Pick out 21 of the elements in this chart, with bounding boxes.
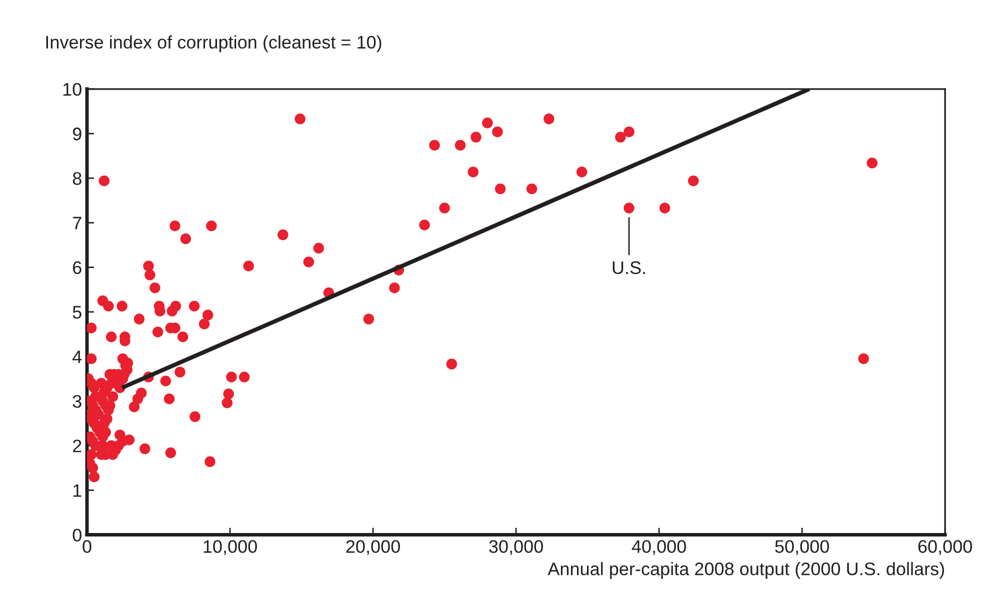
x-axis-title: Annual per-capita 2008 output (2000 U.S. dollars) bbox=[548, 562, 944, 579]
y-tick-label: 1 bbox=[73, 484, 82, 497]
x-tick-label: 0 bbox=[82, 540, 92, 553]
y-tick-label: 0 bbox=[72, 528, 82, 542]
y-tick-label: 7 bbox=[73, 216, 82, 230]
y-tick-label: 4 bbox=[72, 350, 82, 364]
y-tick-label: 3 bbox=[72, 395, 82, 408]
y-tick-label: 5 bbox=[72, 306, 82, 319]
y-tick-label: 8 bbox=[72, 172, 82, 185]
x-tick-label: 60,000 bbox=[918, 540, 972, 556]
x-tick-label: 10,000 bbox=[204, 540, 257, 556]
y-axis-title: Inverse index of corruption (cleanest = 10) bbox=[46, 35, 382, 52]
y-tick-label: 2 bbox=[73, 440, 82, 452]
x-tick-label: 20,000 bbox=[346, 540, 400, 556]
annotation: U.S. bbox=[612, 261, 645, 274]
x-tick-label: 50,000 bbox=[775, 540, 829, 556]
y-tick-label: 10 bbox=[63, 82, 82, 96]
y-tick-label: 9 bbox=[72, 128, 82, 140]
x-tick-label: 30,000 bbox=[489, 540, 543, 556]
y-tick-label: 6 bbox=[73, 261, 82, 274]
x-tick-label: 40,000 bbox=[632, 540, 686, 556]
